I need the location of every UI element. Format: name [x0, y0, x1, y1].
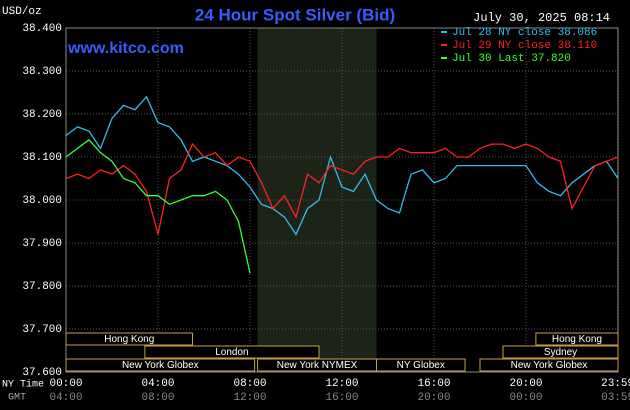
gmt-tick-label: 12:00	[233, 392, 266, 404]
x-axis-label: NY Time	[2, 379, 44, 391]
timestamp: July 30, 2025 08:14	[473, 11, 610, 25]
gmt-tick-label: 08:00	[141, 392, 174, 404]
series-line	[65, 138, 251, 274]
session-box	[502, 345, 619, 359]
session-label: Sydney	[544, 347, 577, 358]
site-label: www.kitco.com	[67, 40, 184, 57]
gmt-tick-label: 16:00	[325, 392, 358, 404]
x-tick-label: 00:00	[49, 378, 82, 390]
x-tick-label: 23:59	[601, 378, 630, 390]
session-box	[144, 345, 320, 359]
y-tick-label: 38.000	[22, 195, 62, 207]
y-tick-label: 37.700	[22, 324, 62, 336]
session-label: New York Globex	[122, 360, 199, 371]
gmt-tick-label: 00:00	[509, 392, 542, 404]
x-tick-label: 04:00	[141, 378, 174, 390]
y-tick-label: 38.200	[22, 109, 62, 121]
session-box	[479, 358, 619, 372]
series-line	[65, 142, 619, 235]
session-box	[65, 332, 193, 346]
session-label: New York Globex	[511, 360, 588, 371]
y-tick-label: 38.100	[22, 152, 62, 164]
session-box	[65, 358, 256, 372]
legend-label: Jul 28 NY close 38.086	[452, 27, 597, 39]
session-label: Hong Kong	[104, 334, 154, 345]
y-axis-label: USD/oz	[2, 6, 42, 18]
series-line	[65, 95, 619, 236]
y-tick-label: 38.300	[22, 66, 62, 78]
x-tick-label: 20:00	[509, 378, 542, 390]
plot-frame	[65, 27, 619, 373]
chart-title: 24 Hour Spot Silver (Bid)	[195, 5, 395, 24]
x2-axis-label: GMT	[8, 393, 26, 404]
market-hours-shade	[257, 28, 377, 372]
session-box	[376, 358, 466, 372]
legend-label: Jul 29 NY close 38.110	[452, 40, 597, 52]
gmt-tick-label: 03:59	[601, 392, 630, 404]
session-label: Hong Kong	[552, 334, 602, 345]
legend-label: Jul 30 Last 37.820	[452, 53, 571, 65]
x-tick-label: 12:00	[325, 378, 358, 390]
x-tick-label: 16:00	[417, 378, 450, 390]
y-tick-label: 38.400	[22, 23, 62, 35]
session-box	[535, 332, 619, 346]
y-tick-label: 37.900	[22, 238, 62, 250]
gmt-tick-label: 04:00	[49, 392, 82, 404]
y-tick-label: 37.800	[22, 281, 62, 293]
gmt-tick-label: 20:00	[417, 392, 450, 404]
session-label: NY Globex	[397, 360, 445, 371]
y-tick-label: 37.600	[22, 367, 62, 379]
session-label: New York NYMEX	[277, 360, 358, 371]
x-tick-label: 08:00	[233, 378, 266, 390]
session-label: London	[215, 347, 248, 358]
